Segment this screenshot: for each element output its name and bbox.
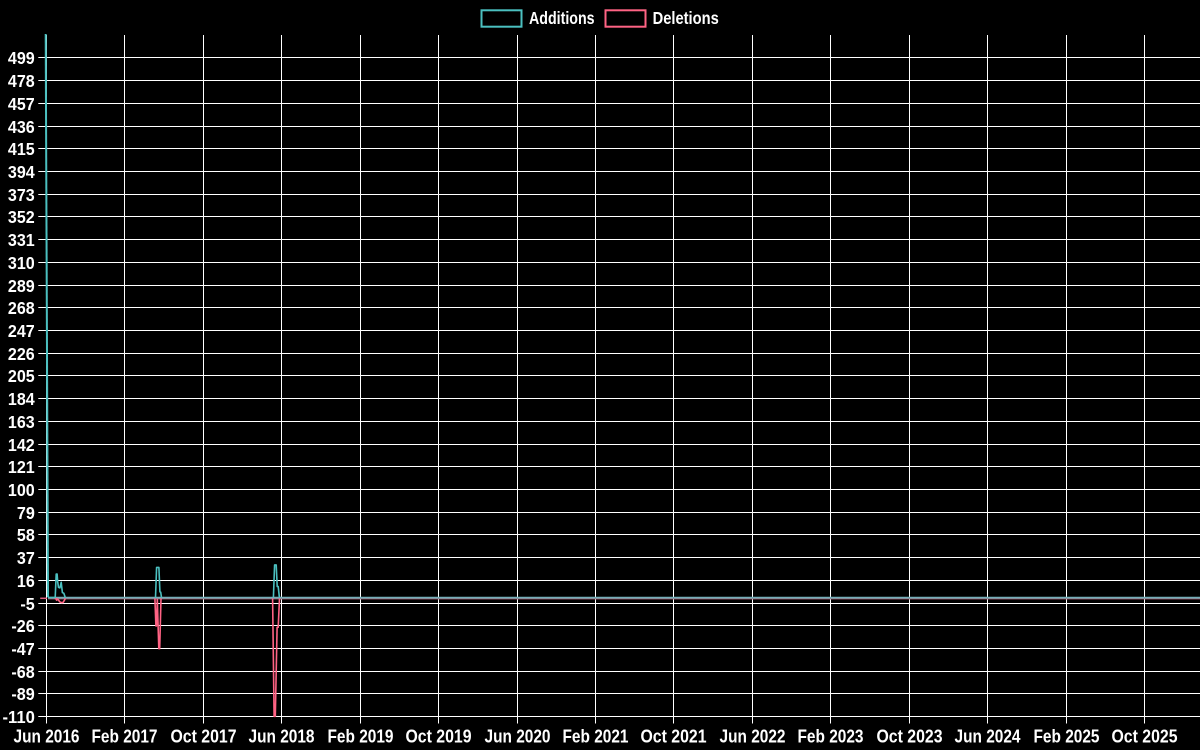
svg-text:Jun 2016: Jun 2016 [14, 726, 80, 747]
svg-text:Feb 2021: Feb 2021 [563, 726, 629, 747]
svg-text:58: 58 [17, 525, 35, 545]
svg-text:499: 499 [8, 48, 35, 68]
svg-text:Additions: Additions [529, 8, 595, 28]
svg-text:Jun 2022: Jun 2022 [720, 726, 786, 747]
svg-text:184: 184 [8, 389, 35, 409]
svg-text:457: 457 [8, 94, 35, 114]
svg-text:Jun 2024: Jun 2024 [955, 726, 1022, 747]
svg-text:Oct 2025: Oct 2025 [1112, 726, 1178, 747]
svg-text:331: 331 [8, 230, 35, 250]
svg-text:-26: -26 [11, 616, 35, 636]
svg-text:Feb 2017: Feb 2017 [92, 726, 158, 747]
svg-text:Oct 2023: Oct 2023 [877, 726, 943, 747]
svg-text:Jun 2020: Jun 2020 [485, 726, 551, 747]
svg-text:373: 373 [8, 185, 35, 205]
svg-text:-89: -89 [11, 684, 35, 704]
svg-text:310: 310 [8, 253, 35, 273]
svg-text:247: 247 [8, 321, 35, 341]
svg-text:79: 79 [17, 503, 35, 523]
svg-text:268: 268 [8, 298, 35, 318]
svg-text:-110: -110 [3, 707, 36, 727]
svg-text:163: 163 [8, 412, 35, 432]
svg-text:142: 142 [8, 435, 35, 455]
svg-text:436: 436 [8, 117, 35, 137]
svg-text:Feb 2019: Feb 2019 [328, 726, 394, 747]
svg-text:478: 478 [8, 71, 35, 91]
svg-text:16: 16 [17, 571, 35, 591]
svg-text:Oct 2019: Oct 2019 [406, 726, 472, 747]
svg-text:37: 37 [17, 548, 35, 568]
svg-text:Oct 2017: Oct 2017 [171, 726, 237, 747]
svg-text:121: 121 [8, 457, 35, 477]
svg-text:-47: -47 [11, 639, 34, 659]
svg-text:Deletions: Deletions [653, 8, 719, 28]
svg-text:Oct 2021: Oct 2021 [641, 726, 707, 747]
svg-text:Feb 2023: Feb 2023 [798, 726, 864, 747]
svg-text:415: 415 [8, 139, 35, 159]
svg-text:205: 205 [8, 366, 35, 386]
svg-text:Feb 2025: Feb 2025 [1034, 726, 1100, 747]
svg-text:226: 226 [8, 344, 35, 364]
svg-text:-68: -68 [11, 662, 35, 682]
svg-text:289: 289 [8, 276, 35, 296]
svg-text:100: 100 [8, 480, 35, 500]
svg-text:394: 394 [8, 162, 35, 182]
svg-text:352: 352 [8, 207, 35, 227]
svg-text:Jun 2018: Jun 2018 [249, 726, 315, 747]
svg-text:-5: -5 [20, 594, 35, 614]
